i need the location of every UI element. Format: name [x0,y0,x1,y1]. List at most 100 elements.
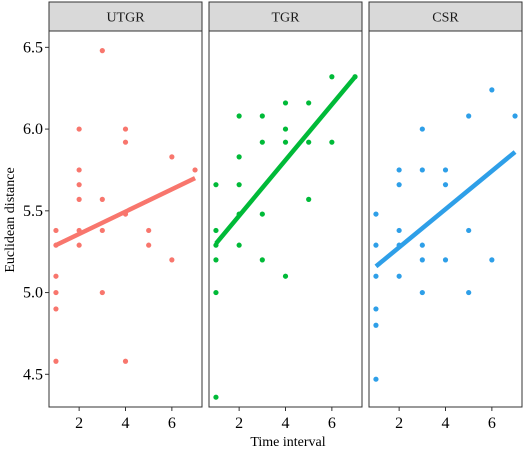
x-tick-label: 4 [122,415,130,432]
data-point-utgr [53,227,59,234]
data-point-csr [373,273,379,279]
data-point-tgr [236,154,242,160]
data-point-tgr [352,74,358,80]
data-point-csr [419,289,425,296]
panels-layer: UTGR TGR CSR [48,1,523,408]
x-tick-label: 4 [282,415,290,432]
y-tick-label: 5.5 [23,203,43,220]
data-point-utgr [192,167,198,173]
data-point-utgr [53,358,59,364]
data-point-utgr [53,273,59,279]
strip-label-tgr: TGR [272,11,301,26]
data-point-csr [419,242,425,248]
data-point-utgr [53,242,59,248]
data-point-tgr [213,394,219,400]
data-point-csr [373,306,379,312]
data-point-utgr [53,306,59,312]
data-point-tgr [236,242,242,248]
data-point-utgr [122,139,129,145]
data-point-csr [466,227,472,234]
data-point-utgr [76,227,82,234]
panel-utgr: UTGR [48,1,203,408]
data-point-tgr [306,139,312,145]
data-point-tgr [213,242,219,248]
data-point-utgr [76,126,82,132]
data-point-utgr [146,227,152,234]
plot-area-csr [368,30,523,408]
x-tick-label: 2 [395,415,403,432]
strip-csr [368,1,523,32]
data-point-utgr [169,257,175,263]
y-tick-label: 6.0 [23,121,43,138]
data-point-tgr [329,139,335,145]
data-point-utgr [146,242,152,248]
data-point-utgr [99,227,105,234]
data-point-utgr [122,358,129,364]
data-point-csr [442,182,449,188]
data-point-csr [442,167,449,173]
y-tick-label: 4.5 [23,366,43,383]
strip-tgr [208,1,363,32]
x-tick-label: 2 [235,415,243,432]
data-point-csr [419,257,425,263]
data-point-utgr [76,182,82,188]
plot-area-utgr [48,30,203,408]
data-point-csr [466,113,472,119]
x-tick-label: 4 [442,415,450,432]
data-point-tgr [282,273,289,279]
x-axis-title: Time interval [250,435,325,450]
x-axis: 2 4 6 2 4 6 2 4 6 [75,407,496,432]
data-point-utgr [99,289,105,296]
data-point-utgr [53,289,59,296]
data-point-utgr [76,167,82,173]
data-point-csr [489,87,495,93]
y-axis-title: Euclidean distance [3,167,18,272]
data-point-csr [512,113,518,119]
y-axis: 4.5 5.0 5.5 6.0 6.5 [23,39,49,383]
data-point-csr [373,211,379,217]
data-point-tgr [213,227,219,234]
panel-tgr: TGR [208,1,363,408]
data-point-tgr [236,113,242,119]
x-tick-label: 6 [168,415,176,432]
data-point-tgr [259,211,265,217]
data-point-csr [396,273,402,279]
data-point-csr [489,257,495,263]
data-point-tgr [213,289,219,296]
data-point-utgr [99,196,105,202]
data-point-csr [419,167,425,173]
strip-utgr [48,1,203,32]
data-point-tgr [282,100,289,106]
panel-csr: CSR [368,1,523,408]
x-tick-label: 6 [328,415,336,432]
data-point-csr [396,182,402,188]
data-point-tgr [306,100,312,106]
data-point-tgr [213,257,219,263]
data-point-csr [396,242,402,248]
data-point-tgr [282,126,289,132]
data-point-tgr [259,113,265,119]
data-point-tgr [282,139,289,145]
data-point-utgr [122,211,129,217]
data-point-csr [373,376,379,382]
data-point-utgr [99,48,105,54]
data-point-csr [419,126,425,132]
data-point-tgr [259,139,265,145]
data-point-utgr [76,196,82,202]
data-point-csr [442,257,449,263]
data-point-tgr [329,74,335,80]
data-point-csr [396,167,402,173]
data-point-csr [373,242,379,248]
y-tick-label: 6.5 [23,39,43,56]
data-point-tgr [259,257,265,263]
strip-label-utgr: UTGR [106,11,145,26]
data-point-csr [396,227,402,234]
x-tick-label: 2 [75,415,83,432]
data-point-tgr [213,182,219,188]
data-point-csr [373,322,379,328]
strip-label-csr: CSR [432,11,459,26]
data-point-utgr [122,126,129,132]
data-point-tgr [236,211,242,217]
y-tick-label: 5.0 [23,285,43,302]
